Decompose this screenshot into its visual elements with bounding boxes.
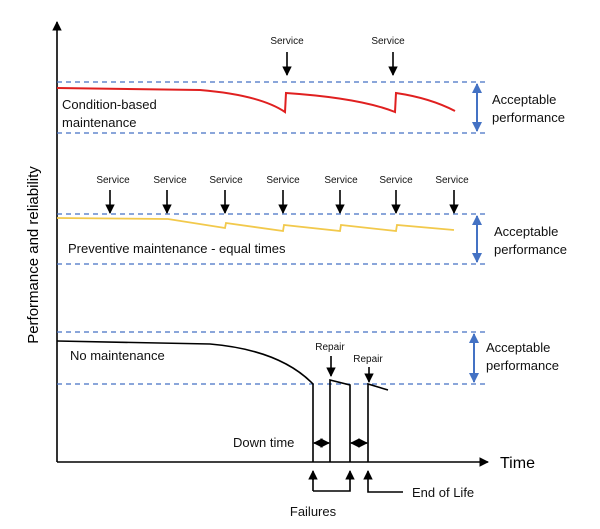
service-label: Service — [266, 175, 300, 186]
service-label: Service — [270, 36, 304, 47]
condition-label: Condition-based — [62, 97, 157, 112]
down-time-label: Down time — [233, 435, 294, 450]
acceptable-label: Acceptable — [492, 92, 556, 107]
condition-curve — [56, 87, 456, 114]
acceptable-label: performance — [494, 242, 567, 257]
preventive-label: Preventive maintenance - equal times — [68, 241, 286, 256]
preventive-curve — [56, 217, 455, 233]
no-maintenance-panel: No maintenance Repair Repair Acceptable … — [56, 331, 559, 519]
y-axis-label: Performance and reliability — [25, 166, 42, 344]
service-label: Service — [371, 36, 405, 47]
no-maintenance-label: No maintenance — [70, 348, 165, 363]
repair-label: Repair — [315, 342, 345, 353]
acceptable-label: Acceptable — [494, 224, 558, 239]
service-label: Service — [96, 175, 130, 186]
condition-label: maintenance — [62, 115, 136, 130]
repair-label: Repair — [353, 354, 383, 365]
condition-based-panel: Service Service Condition-based maintena… — [56, 36, 565, 134]
service-label: Service — [324, 175, 358, 186]
x-axis-label: Time — [500, 455, 535, 472]
service-label: Service — [209, 175, 243, 186]
preventive-panel: Service Service Service Service Service … — [56, 175, 567, 265]
service-label: Service — [379, 175, 413, 186]
no-maintenance-curve — [56, 340, 389, 462]
acceptable-label: Acceptable — [486, 340, 550, 355]
acceptable-label: performance — [486, 358, 559, 373]
failures-label: Failures — [290, 504, 337, 519]
acceptable-label: performance — [492, 110, 565, 125]
end-of-life-label: End of Life — [412, 485, 474, 500]
service-label: Service — [435, 175, 469, 186]
service-label: Service — [153, 175, 187, 186]
